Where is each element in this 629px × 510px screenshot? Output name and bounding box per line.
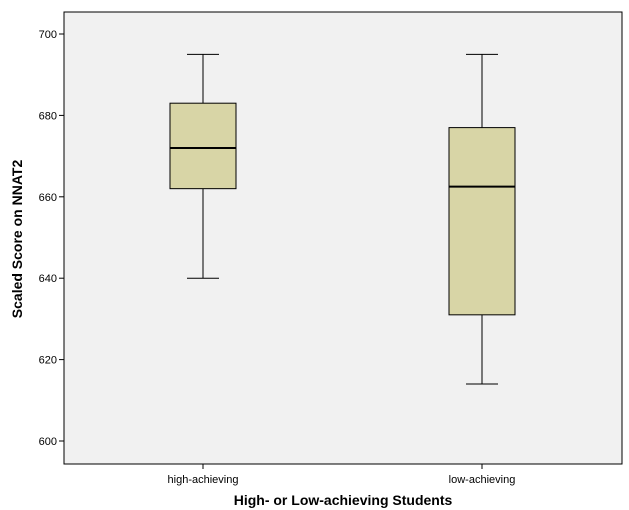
y-tick-label: 680 <box>39 110 57 122</box>
y-tick-label: 620 <box>39 355 57 367</box>
y-axis: 600 620 640 660 680 700 <box>39 29 64 448</box>
box-low-achieving <box>448 53 516 385</box>
box-high-achieving <box>169 53 237 279</box>
x-tick-label: low-achieving <box>449 474 516 486</box>
plot-area <box>63 11 623 465</box>
y-tick-label: 660 <box>39 192 57 204</box>
x-axis: high-achieving low-achieving <box>168 464 516 486</box>
y-axis-title: Scaled Score on NNAT2 <box>9 160 25 319</box>
y-tick-label: 700 <box>39 29 57 41</box>
box-series <box>169 53 516 385</box>
x-axis-title: High- or Low-achieving Students <box>234 492 453 508</box>
x-tick-label: high-achieving <box>168 474 239 486</box>
iqr-box <box>169 102 237 190</box>
iqr-box <box>448 127 516 316</box>
y-tick-label: 640 <box>39 273 57 285</box>
y-tick-label: 600 <box>39 436 57 448</box>
